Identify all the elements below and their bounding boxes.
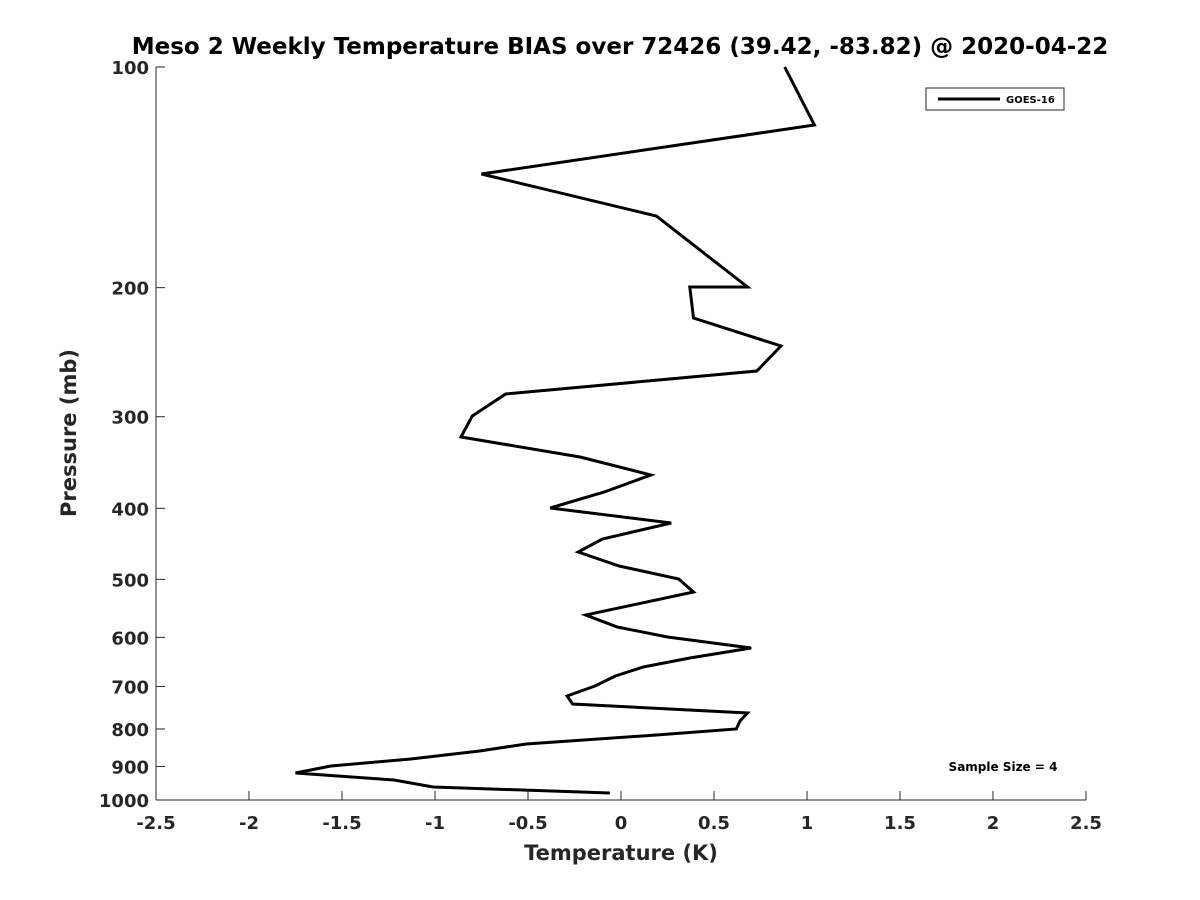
chart-title: Meso 2 Weekly Temperature BIAS over 7242… <box>132 34 1109 60</box>
x-tick-label: 2 <box>987 813 1000 834</box>
x-tick-label: -2 <box>239 813 259 834</box>
y-tick-label: 300 <box>111 408 149 429</box>
y-tick-label: 400 <box>111 499 149 520</box>
y-tick-label: 100 <box>111 58 149 79</box>
x-tick-label: -1.5 <box>322 813 361 834</box>
x-tick-label: 0.5 <box>698 813 730 834</box>
y-axis-ticks: 100 200 300 400 500 600 700 800 900 1000 <box>99 58 165 812</box>
y-tick-label: 600 <box>111 628 149 649</box>
x-axis-ticks: -2.5 -2 -1.5 -1 -0.5 0 0.5 1 1.5 2 2.5 <box>136 791 1102 834</box>
series-line-goes-16 <box>295 66 817 795</box>
y-tick-label: 500 <box>111 570 149 591</box>
x-tick-label: -1 <box>425 813 445 834</box>
y-axis-label: Pressure (mb) <box>57 349 81 517</box>
y-tick-label: 700 <box>111 677 149 698</box>
sample-size-annotation: Sample Size = 4 <box>949 760 1058 774</box>
x-tick-label: 2.5 <box>1070 813 1102 834</box>
y-tick-label: 200 <box>111 279 149 300</box>
x-axis-label: Temperature (K) <box>524 841 718 865</box>
legend-entry-goes-16: GOES-16 <box>1006 95 1055 106</box>
plot-area <box>156 67 1086 800</box>
x-tick-label: -2.5 <box>136 813 175 834</box>
legend: GOES-16 <box>925 87 1065 111</box>
x-tick-label: 0 <box>615 813 628 834</box>
y-tick-label: 900 <box>111 757 149 778</box>
series-layer <box>295 66 817 795</box>
x-tick-label: -0.5 <box>508 813 547 834</box>
y-tick-label: 800 <box>111 720 149 741</box>
x-tick-label: 1.5 <box>884 813 916 834</box>
y-tick-label: 1000 <box>99 791 149 812</box>
x-tick-label: 1 <box>801 813 814 834</box>
